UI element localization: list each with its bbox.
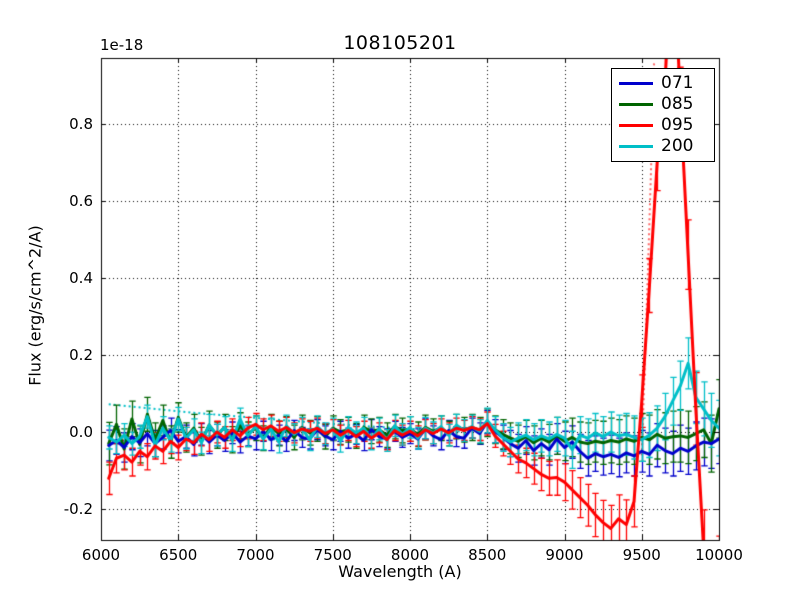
x-tick-label: 9000 bbox=[545, 546, 584, 564]
legend-swatch-icon bbox=[619, 103, 653, 106]
legend-item-095[interactable]: 095 bbox=[617, 115, 709, 136]
x-tick-label: 8000 bbox=[390, 546, 430, 564]
y-tick-label: -0.2 bbox=[63, 500, 93, 519]
x-axis-label: Wavelength (A) bbox=[338, 562, 462, 581]
legend-item-085[interactable]: 085 bbox=[617, 94, 709, 115]
legend-swatch-icon bbox=[619, 124, 653, 127]
y-axis-offset-label: 1e-18 bbox=[100, 36, 144, 54]
legend-label: 085 bbox=[661, 94, 694, 114]
x-tick-label: 7000 bbox=[236, 546, 275, 564]
legend: 071 085 095 200 bbox=[611, 68, 715, 162]
legend-label: 071 bbox=[661, 73, 694, 93]
x-tick-label: 8500 bbox=[468, 546, 507, 564]
page-title: 108105201 bbox=[343, 32, 457, 54]
x-tick-label: 7500 bbox=[313, 546, 352, 564]
legend-label: 200 bbox=[661, 136, 694, 156]
y-tick-label: 0.0 bbox=[69, 423, 93, 442]
y-tick-label: 0.6 bbox=[69, 191, 93, 210]
x-tick-label: 6500 bbox=[159, 546, 198, 564]
legend-swatch-icon bbox=[619, 145, 653, 148]
x-tick-label: 9500 bbox=[622, 546, 661, 564]
legend-label: 095 bbox=[661, 115, 694, 135]
y-tick-label: 0.2 bbox=[69, 345, 93, 364]
x-tick-label: 10000 bbox=[695, 546, 743, 564]
y-tick-label: 0.4 bbox=[69, 268, 93, 287]
legend-swatch-icon bbox=[619, 82, 653, 85]
y-tick-label: 0.8 bbox=[69, 114, 93, 133]
x-tick-label: 6000 bbox=[81, 546, 121, 564]
legend-item-200[interactable]: 200 bbox=[617, 136, 709, 157]
legend-item-071[interactable]: 071 bbox=[617, 73, 709, 94]
y-axis-label: Flux (erg/s/cm^2/A) bbox=[25, 225, 45, 386]
